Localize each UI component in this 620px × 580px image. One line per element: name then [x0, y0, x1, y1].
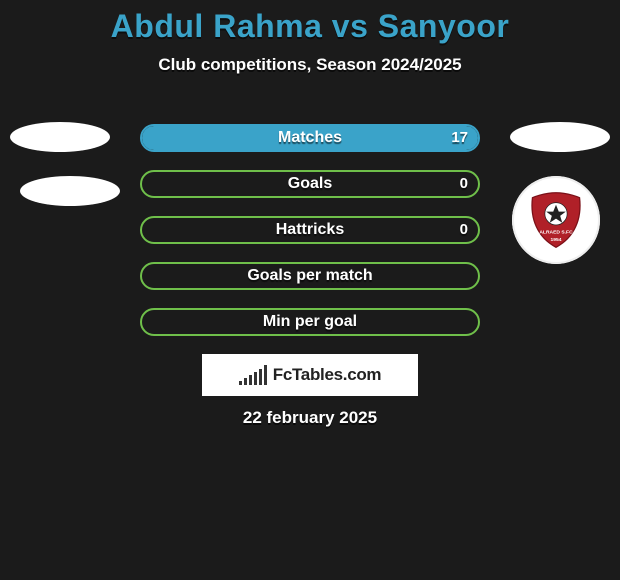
right-club-logo: ALRAED S.FC 1954: [512, 176, 600, 264]
stat-row-value: 0: [460, 172, 468, 196]
stat-row-label: Goals per match: [142, 264, 478, 288]
left-player-photo-1: [10, 122, 110, 152]
branding-text: FcTables.com: [273, 365, 382, 385]
bars-icon: [239, 365, 267, 385]
stat-rows: Matches17Goals0Hattricks0Goals per match…: [140, 124, 480, 354]
stat-row: Min per goal: [140, 308, 480, 336]
club-shield-icon: ALRAED S.FC 1954: [525, 189, 587, 251]
stat-row-value: 0: [460, 218, 468, 242]
comparison-infographic: Abdul Rahma vs Sanyoor Club competitions…: [0, 0, 620, 580]
stat-row-label: Hattricks: [142, 218, 478, 242]
svg-text:ALRAED S.FC: ALRAED S.FC: [539, 230, 573, 236]
stat-row-label: Goals: [142, 172, 478, 196]
stat-row-value: 17: [451, 126, 468, 150]
stat-row: Matches17: [140, 124, 480, 152]
page-subtitle: Club competitions, Season 2024/2025: [0, 55, 620, 75]
branding-bar: FcTables.com: [202, 354, 418, 396]
left-player-photo-2: [20, 176, 120, 206]
stat-row-label: Matches: [142, 126, 478, 150]
stat-row-label: Min per goal: [142, 310, 478, 334]
page-title: Abdul Rahma vs Sanyoor: [0, 0, 620, 45]
stat-row: Goals per match: [140, 262, 480, 290]
stat-row: Goals0: [140, 170, 480, 198]
infographic-date: 22 february 2025: [0, 408, 620, 428]
stat-row: Hattricks0: [140, 216, 480, 244]
right-player-photo-1: [510, 122, 610, 152]
club-year: 1954: [550, 237, 561, 243]
